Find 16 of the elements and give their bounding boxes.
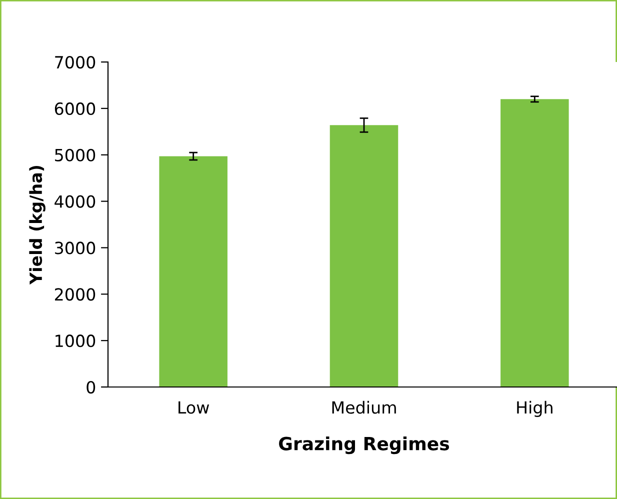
- y-tick-label: 2000: [55, 288, 96, 301]
- bar: [159, 156, 228, 387]
- bar: [330, 125, 398, 387]
- bar: [500, 99, 569, 387]
- x-tick-label: Medium: [332, 400, 396, 414]
- y-tick-label: 7000: [55, 56, 96, 69]
- y-tick-label: 4000: [54, 195, 96, 208]
- y-tick-label: 0: [86, 380, 96, 394]
- y-tick-label: 3000: [55, 242, 96, 254]
- y-axis-title: Yield (kg/ha): [29, 166, 46, 285]
- x-axis-title: Grazing Regimes: [279, 436, 450, 454]
- x-tick-label: High: [517, 400, 552, 418]
- y-tick-label: 5000: [55, 148, 96, 162]
- y-tick-label: 6000: [54, 102, 96, 115]
- y-tick-label: 1000: [56, 334, 96, 348]
- x-tick-label: Low: [178, 401, 210, 414]
